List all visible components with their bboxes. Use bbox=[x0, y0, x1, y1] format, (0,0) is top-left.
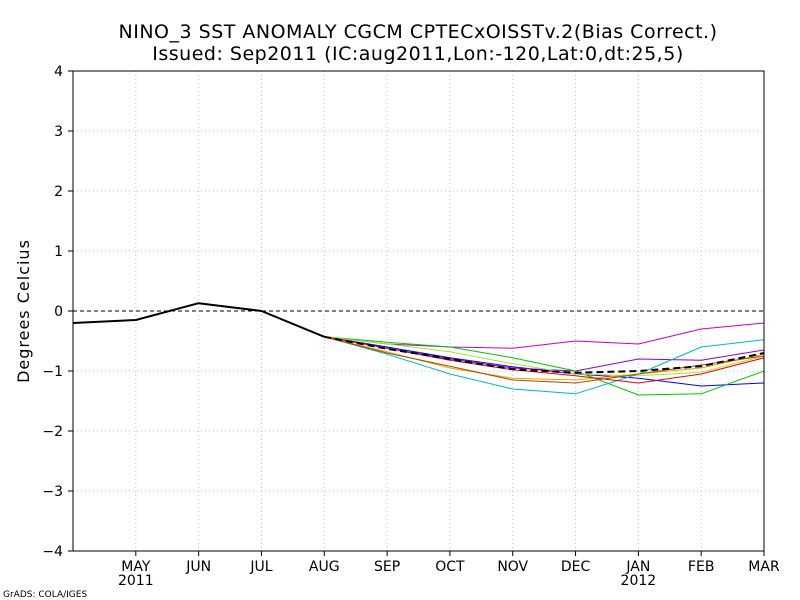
x-year-label: 2012 bbox=[621, 573, 657, 589]
x-tick-label: FEB bbox=[688, 559, 715, 575]
y-tick-label: −2 bbox=[42, 424, 63, 440]
x-tick-label: AUG bbox=[309, 559, 340, 575]
series-line-member-orange bbox=[324, 336, 765, 381]
y-tick-label: 4 bbox=[54, 64, 63, 80]
series-line-observed bbox=[72, 302, 325, 338]
y-axis-label: Degrees Celcius bbox=[14, 239, 33, 383]
x-tick-label: SEP bbox=[374, 559, 400, 575]
y-tick-label: −1 bbox=[42, 364, 63, 380]
y-tick-label: 2 bbox=[54, 184, 63, 200]
series-line-member-cyan bbox=[324, 336, 765, 395]
x-tick-label: MAY bbox=[121, 559, 151, 575]
y-tick-label: 1 bbox=[54, 244, 63, 260]
x-tick-label: JAN bbox=[625, 559, 650, 575]
series-lines bbox=[72, 302, 765, 396]
y-tick-label: 0 bbox=[54, 304, 63, 320]
series-line-member-magenta bbox=[324, 322, 765, 349]
chart-subtitle: Issued: Sep2011 (IC:aug2011,Lon:-120,Lat… bbox=[152, 43, 683, 65]
x-tick-label: NOV bbox=[497, 559, 528, 575]
series-line-ensemble-mean bbox=[324, 335, 765, 374]
series-line-member-green bbox=[324, 336, 765, 396]
grads-footer: GrADS: COLA/IGES bbox=[3, 590, 87, 600]
x-tick-label: OCT bbox=[435, 559, 465, 575]
y-tick-label: −4 bbox=[42, 544, 63, 560]
y-tick-label: 3 bbox=[54, 124, 63, 140]
x-tick-label: JUL bbox=[249, 559, 272, 575]
x-axis-ticks: MAY JUN JUL AUG SEP OCT NOV DEC JAN FEB MAR 2011 201… bbox=[118, 551, 780, 589]
y-tick-label: −3 bbox=[42, 484, 63, 500]
series-line-member-yellow-green bbox=[324, 336, 765, 377]
y-axis-ticks: 4 3 2 1 0 −1 −2 −3 −4 bbox=[42, 64, 73, 560]
x-tick-label: JUN bbox=[185, 559, 211, 575]
chart-title: NINO_3 SST ANOMALY CGCM CPTECxOISSTv.2(B… bbox=[119, 21, 718, 43]
x-year-label: 2011 bbox=[118, 573, 154, 589]
series-line-member-red bbox=[324, 336, 765, 384]
grid-lines bbox=[73, 71, 764, 551]
x-tick-label: MAR bbox=[748, 559, 780, 575]
x-tick-label: DEC bbox=[561, 559, 591, 575]
